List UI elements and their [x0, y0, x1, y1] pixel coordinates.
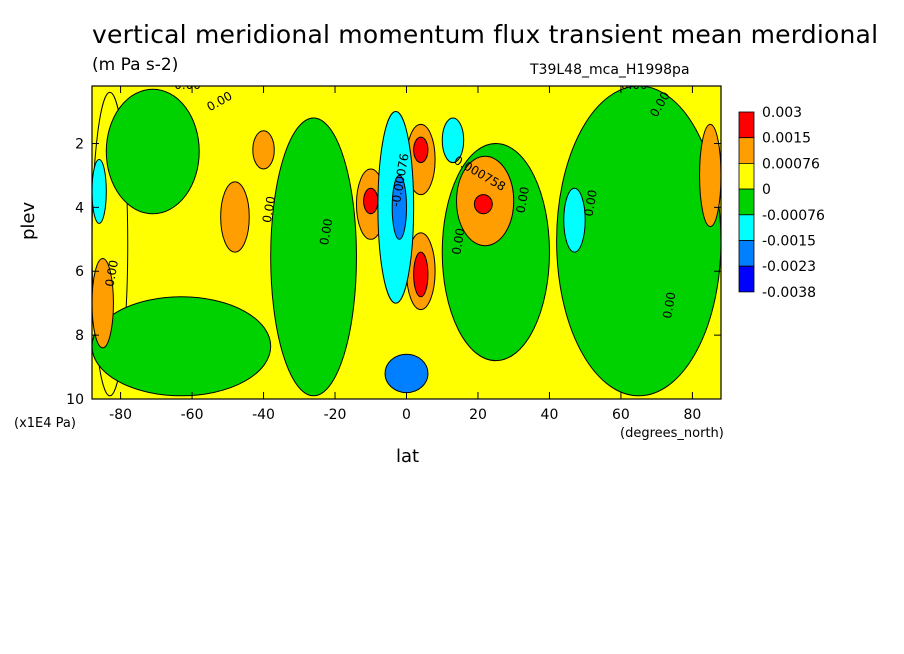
colorbar-swatch: [738, 240, 755, 267]
x-axis-units: (degrees_north): [620, 426, 724, 441]
field-region: [413, 251, 429, 298]
x-tick-label: 80: [683, 407, 701, 423]
contour-label: 0.00: [621, 78, 648, 92]
field-region: [391, 174, 407, 240]
field-region: [556, 86, 721, 397]
colorbar-label: 0.003: [762, 105, 802, 121]
colorbar-swatch: [738, 265, 755, 293]
colorbar: 0.003 0.0015 0.00076 0 -0.00076 -0.0015 -0.002…: [738, 105, 825, 301]
x-tick-label: -80: [109, 407, 132, 423]
colorbar-label: 0.00076: [762, 156, 820, 172]
chart-units: (m Pa s-2): [92, 55, 179, 75]
colorbar-label: -0.0038: [762, 285, 816, 301]
y-axis: 2 4 6 8 10: [66, 136, 721, 408]
colorbar-swatch: [738, 214, 755, 241]
field-region: [92, 296, 272, 397]
run-label: T39L48_mca_H1998pa: [530, 62, 690, 78]
colorbar-swatch: [738, 188, 755, 216]
y-tick-label: 8: [75, 328, 84, 344]
x-tick-label: -60: [181, 407, 204, 423]
x-tick-label: -40: [252, 407, 275, 423]
field-regions: [92, 86, 721, 397]
x-tick-label: 40: [541, 407, 559, 423]
field-region: [92, 257, 114, 349]
colorbar-label: -0.0015: [762, 234, 816, 250]
colorbar-label: -0.00076: [762, 208, 825, 224]
contour-label: 0.00: [103, 259, 121, 288]
field-region: [92, 158, 107, 224]
contour-label: 0.00: [449, 227, 467, 256]
colorbar-label: 0: [762, 182, 771, 198]
field-region: [413, 136, 429, 164]
x-axis: -80 -60 -40 -20 0 20 40 60 80: [109, 86, 701, 423]
contour-label: 0.00: [317, 217, 335, 246]
contour-label: 0.00: [660, 291, 678, 320]
y-tick-label: 2: [75, 136, 84, 152]
y-tick-label: 6: [75, 264, 84, 280]
contour-label: 0.00: [514, 186, 532, 215]
x-tick-label: 60: [612, 407, 630, 423]
field-region: [252, 130, 275, 170]
field-region: [473, 194, 493, 215]
field-region: [441, 117, 465, 164]
field-region: [563, 187, 586, 253]
field-region: [363, 187, 379, 215]
field-region: [220, 181, 250, 253]
y-tick-label: 4: [75, 200, 84, 216]
field-region: [699, 123, 721, 228]
field-region: [270, 117, 357, 397]
colorbar-swatch: [738, 137, 755, 164]
x-tick-label: 0: [402, 407, 411, 423]
field-region: [384, 353, 429, 394]
field-region: [105, 88, 200, 215]
y-axis-units: (x1E4 Pa): [14, 416, 76, 431]
colorbar-label: -0.0023: [762, 259, 816, 275]
chart-title: vertical meridional momentum flux transi…: [92, 20, 879, 49]
y-tick-label: 10: [66, 392, 84, 408]
colorbar-swatch: [738, 162, 755, 190]
x-tick-label: 20: [469, 407, 487, 423]
colorbar-swatch: [738, 111, 755, 139]
x-tick-label: -20: [324, 407, 347, 423]
y-axis-label: plev: [18, 201, 39, 240]
contour-label: 0.00: [582, 189, 600, 218]
contour-label: 0.00: [260, 195, 278, 224]
x-axis-label: lat: [396, 446, 420, 467]
contour-label: 0.00: [174, 78, 201, 92]
colorbar-label: 0.0015: [762, 131, 811, 147]
